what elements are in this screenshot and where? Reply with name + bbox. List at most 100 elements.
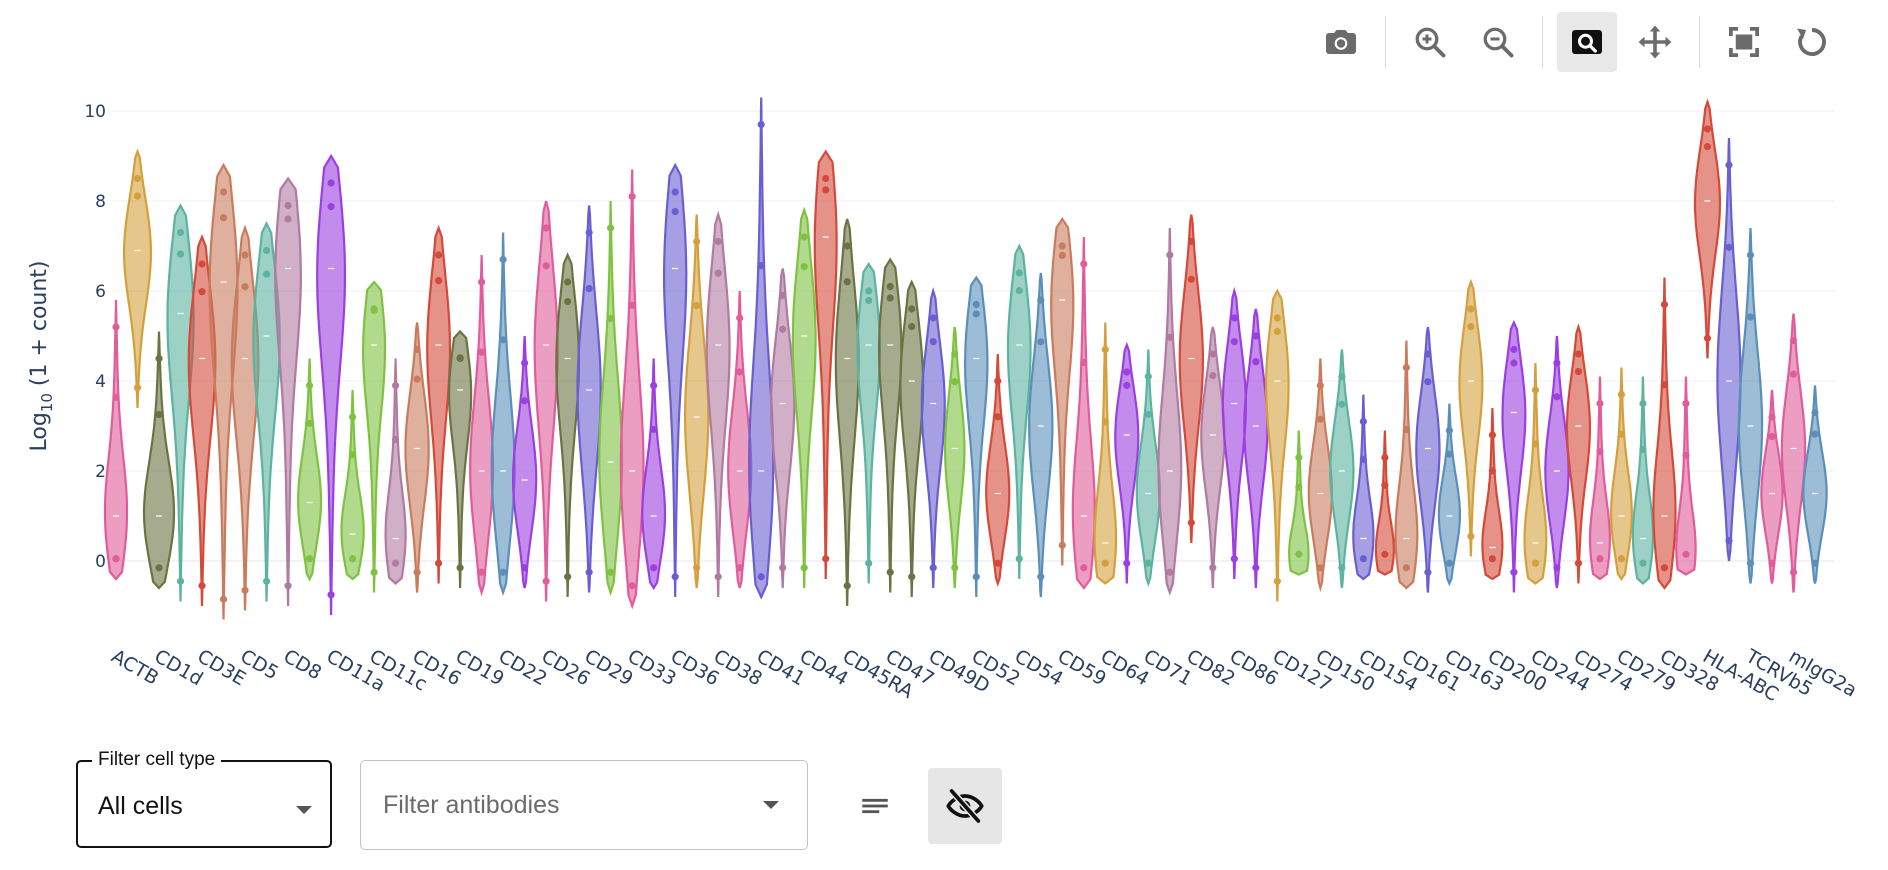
violin-cd244[interactable] [1523,362,1548,585]
violin-body[interactable] [1693,98,1721,359]
violin-cd54[interactable] [1006,243,1032,580]
violin-body[interactable] [340,389,365,581]
violin-cd64[interactable] [1093,322,1118,585]
violin-cd41[interactable] [747,97,775,600]
antibody-filter[interactable]: Filter antibodies [360,760,808,850]
violin-cd5[interactable] [230,224,260,611]
violin-body[interactable] [1135,349,1161,587]
violin-chart[interactable]: 0 2 4 6 8 10 ACTBCD1dCD3ECD5CD8CD11aCD11cCD16… [0,0,1888,720]
violin-body[interactable] [944,326,966,589]
violin-body[interactable] [103,299,129,581]
violin-body[interactable] [1352,394,1375,581]
violin-body[interactable] [1006,243,1032,580]
autoscale-button[interactable] [1714,12,1774,72]
violin-cd26[interactable] [555,252,580,598]
violin-cd328[interactable] [1675,376,1697,576]
violin-body[interactable] [533,200,559,602]
violin-cd3e[interactable] [187,234,217,607]
violin-cd154[interactable] [1374,430,1395,576]
violin-cd11c[interactable] [361,280,387,593]
violin-cd279[interactable] [1610,367,1633,581]
violin-migg2a[interactable] [1780,313,1807,593]
violin-cd8[interactable] [274,176,303,607]
violin-body[interactable] [641,358,667,591]
violin-cd86[interactable] [1243,308,1269,589]
violin-body[interactable] [619,169,645,610]
violin-migg2a[interactable] [1802,385,1828,584]
violin-body[interactable] [1458,278,1484,557]
violin-body[interactable] [1610,367,1633,581]
violin-actb[interactable] [123,148,152,409]
violin-body[interactable] [426,224,452,584]
violin-cd49d[interactable] [944,326,966,589]
violin-body[interactable] [1050,217,1075,566]
violin-body[interactable] [1394,340,1419,590]
violin-cd200[interactable] [1501,319,1527,593]
violin-body[interactable] [1287,430,1310,576]
violin-cd244[interactable] [1544,335,1570,589]
violin-body[interactable] [1588,376,1612,581]
violin-body[interactable] [1437,403,1461,587]
violin-cd64[interactable] [1114,341,1140,584]
violin-body[interactable] [1243,308,1269,589]
violin-cd16[interactable] [426,224,452,584]
zoom-mode-button[interactable] [1557,12,1617,72]
violin-body[interactable] [1501,319,1527,593]
violin-cd16[interactable] [404,322,430,593]
violin-body[interactable] [747,97,775,600]
toggle-points-button[interactable] [928,768,1002,844]
violin-cd3e[interactable] [208,162,239,620]
violin-cd11a[interactable] [316,153,346,616]
violin-body[interactable] [791,206,817,589]
violin-cd82[interactable] [1178,214,1204,544]
violin-cd44[interactable] [791,206,817,589]
violin-body[interactable] [1802,385,1828,584]
violin-body[interactable] [208,162,239,620]
violin-cd47[interactable] [878,257,903,593]
violin-cd26[interactable] [533,200,559,602]
violin-body[interactable] [316,153,346,616]
violin-body[interactable] [1415,326,1441,593]
violin-cd59[interactable] [1050,217,1075,566]
violin-body[interactable] [296,358,323,582]
violin-body[interactable] [1093,322,1118,585]
violin-cd19[interactable] [469,254,495,597]
violin-body[interactable] [384,358,407,585]
violin-cd19[interactable] [448,329,473,589]
violin-cd54[interactable] [1028,272,1054,598]
violin-cd154[interactable] [1352,394,1375,581]
violin-cd274[interactable] [1588,376,1612,581]
zoom-in-button[interactable] [1400,12,1460,72]
violin-body[interactable] [1200,326,1226,589]
violin-body[interactable] [598,200,624,597]
download-png-button[interactable] [1311,12,1371,72]
violin-body[interactable] [1481,407,1504,581]
violin-body[interactable] [1544,335,1570,589]
violin-body[interactable] [1523,362,1548,585]
violin-cd52[interactable] [985,353,1011,587]
violin-body[interactable] [1178,214,1204,544]
cell-type-filter[interactable]: Filter cell type All cells [76,749,332,848]
violin-body[interactable] [123,148,152,409]
violin-cd38[interactable] [705,210,731,598]
violin-tcrvb5[interactable] [1737,227,1764,584]
violin-body[interactable] [727,290,753,589]
violin-cd274[interactable] [1565,323,1591,584]
violin-cd22[interactable] [512,335,538,589]
violin-body[interactable] [1675,376,1697,576]
violin-body[interactable] [1780,313,1807,593]
violin-cd71[interactable] [1135,349,1161,587]
violin-cd200[interactable] [1481,407,1504,581]
violin-traces[interactable] [103,97,1828,620]
violin-cd328[interactable] [1652,277,1677,590]
sort-list-button[interactable] [838,768,912,844]
violin-body[interactable] [448,329,473,589]
violin-cd29[interactable] [598,200,624,597]
violin-body[interactable] [576,205,602,593]
violin-cd47[interactable] [899,279,925,598]
violin-body[interactable] [1221,286,1247,580]
violin-cd127[interactable] [1265,288,1290,602]
violin-cd41[interactable] [769,268,796,589]
violin-body[interactable] [469,254,495,597]
violin-body[interactable] [142,331,176,590]
